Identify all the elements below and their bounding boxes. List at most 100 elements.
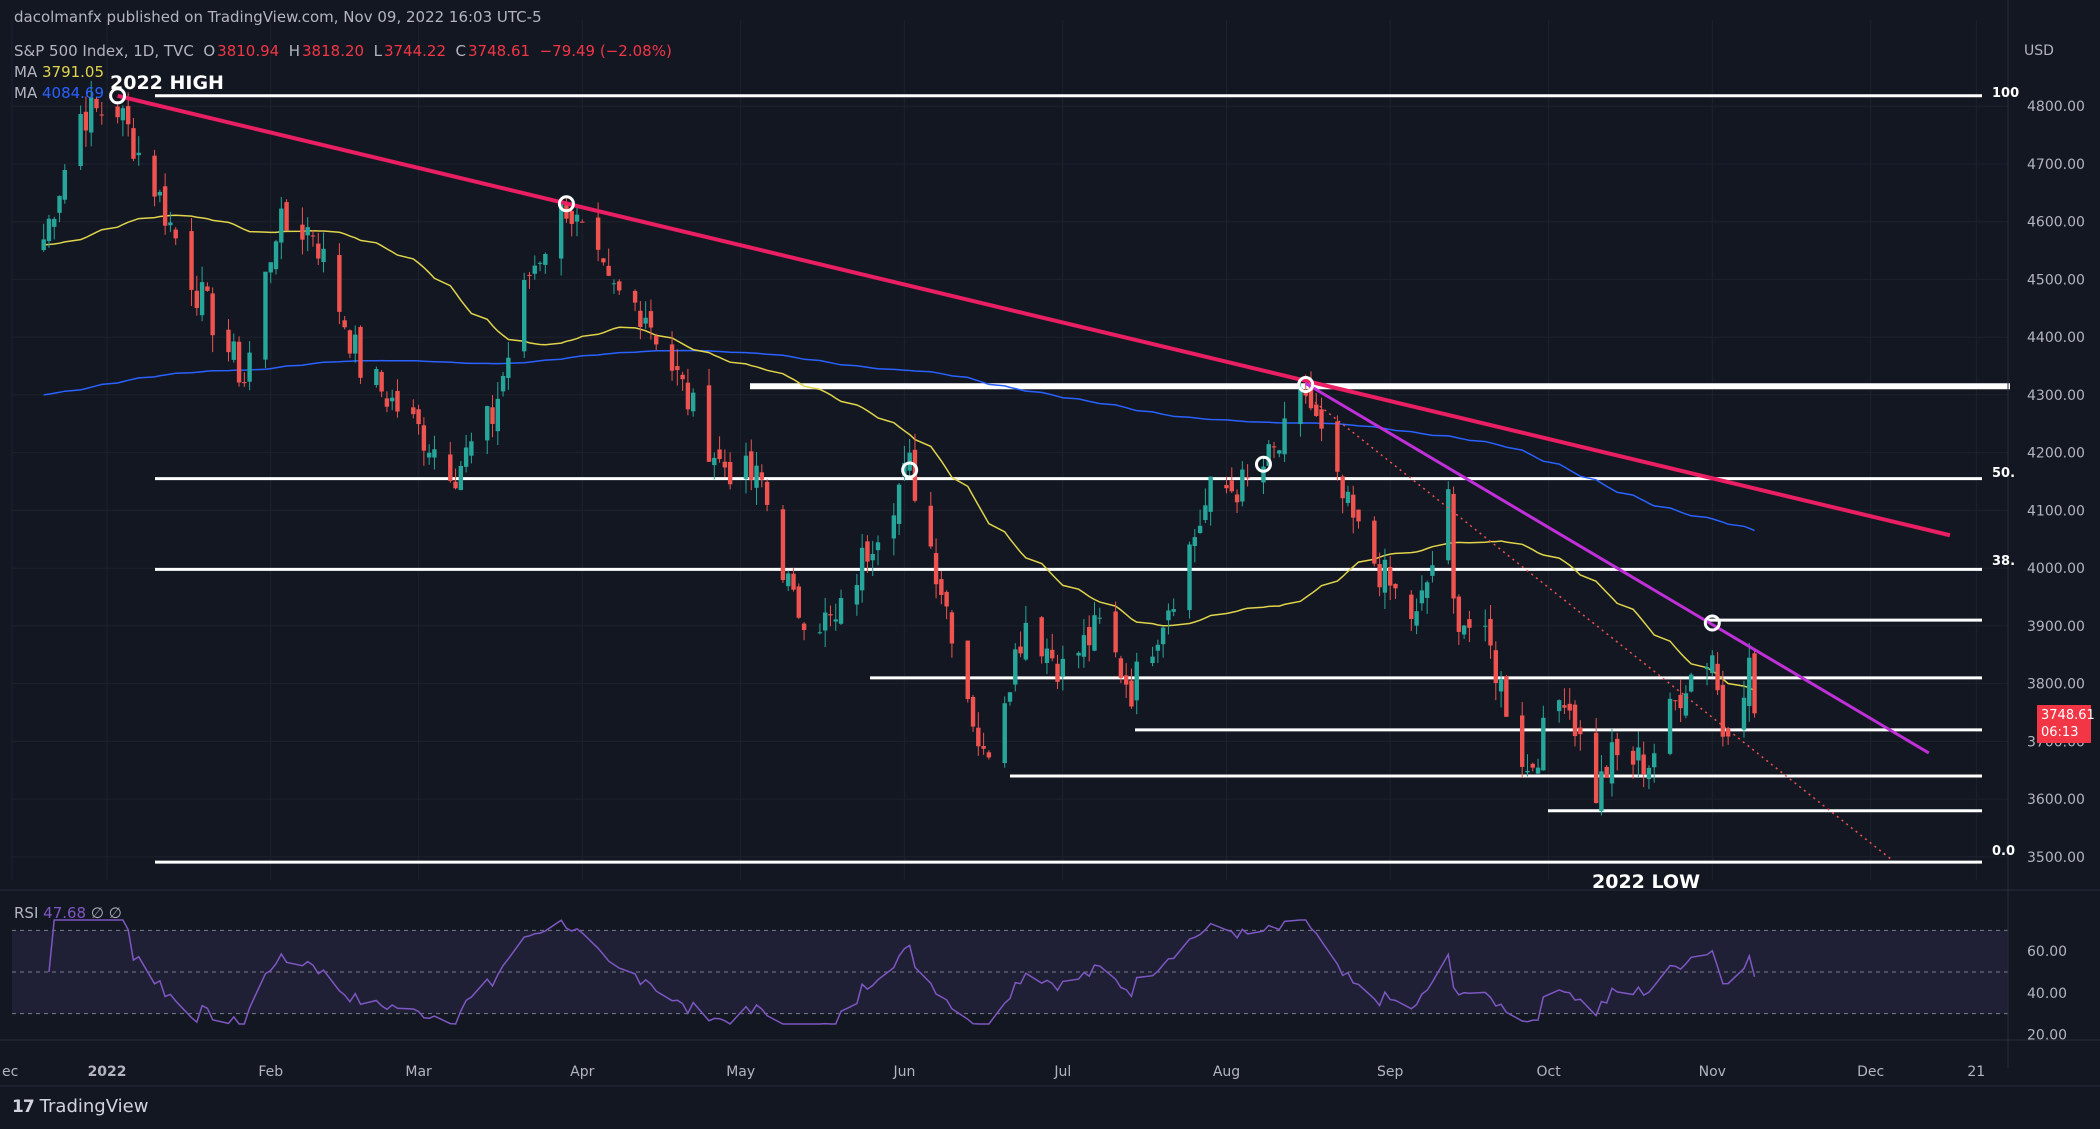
rsi-pane [12,919,2008,1025]
time-tick-label: Aug [1213,1064,1240,1080]
candle-body [976,727,981,747]
rsi-extra: ∅ ∅ [90,904,122,922]
open-value: 3810.94 [217,42,280,60]
candle-body [152,155,157,197]
candle-body [247,352,252,382]
candle-body [675,366,680,371]
candle-body [1303,391,1308,396]
candle-body [78,114,83,167]
ma1-legend[interactable]: MA 3791.05 [14,63,104,81]
candle-body [1446,489,1451,561]
candle-body [1155,644,1161,651]
candle-body [828,614,833,616]
candle-body [749,451,754,480]
close-value: 3748.61 [468,42,531,60]
candle-body [685,382,691,410]
pivot-markers [109,87,1721,632]
candle-body [727,462,733,485]
ma1-value: 3791.05 [41,63,105,81]
candle-body [384,398,390,407]
time-axis[interactable]: ec 2022 Feb Mar Apr May Jun Jul Aug Sep Oct Nov Dec 2… [0,1039,2100,1087]
candle-body [722,461,728,468]
candle-body [537,262,543,264]
close-label: C [455,42,467,60]
candle-body [300,224,305,240]
candle-body [168,222,173,226]
candle-body [1018,646,1023,654]
time-tick-label: Sep [1377,1064,1404,1080]
price-tick-label: 4400.00 [2027,330,2085,346]
candle-body [1419,590,1425,604]
candle-body [786,573,791,587]
candle-body [527,274,532,276]
price-tick-label: 4300.00 [2027,388,2085,404]
rsi-legend[interactable]: RSI 47.68 ∅ ∅ [14,904,122,922]
candle-body [506,357,511,378]
candle-body [199,282,205,316]
ma1-label: MA [14,63,38,81]
candle-body [1356,509,1361,522]
candle-body [1229,480,1234,492]
candle-body [353,334,358,354]
candle-body [1683,693,1689,716]
candle-body [654,335,659,345]
ma2-legend[interactable]: MA 4084.69 [14,84,104,102]
candle-body [1541,717,1546,771]
candle-body [194,290,200,309]
candle-body [754,465,759,488]
high-value: 3818.20 [302,42,365,60]
last-price-value: 3748.61 [2041,708,2095,723]
candle-body [617,281,622,291]
candle-body [532,265,537,274]
candle-body [854,585,860,605]
candle-body [337,255,342,312]
open-label: O [203,42,216,60]
candle-body [1636,747,1641,761]
candle-body [1382,559,1388,593]
candle-body [764,481,770,505]
tradingview-footer[interactable]: 17 TradingView [12,1096,148,1117]
price-tick-label: 4600.00 [2027,215,2085,231]
candle-body [833,619,838,622]
candle-body [1599,771,1604,812]
candle-body [131,128,136,159]
candle-body [543,254,548,265]
candle-body [1752,653,1757,714]
candle-body [395,390,400,412]
candle-body [1530,763,1535,768]
candle-body [1171,609,1176,612]
time-tick-label: Feb [258,1064,283,1080]
candle-body [1393,583,1398,589]
pivot-marker [109,87,127,105]
rsi-value: 47.68 [43,904,87,922]
candle-body [490,407,495,424]
fib-label-50: 50. [1992,466,2015,481]
pivot-marker [1297,376,1315,394]
ma-fast-path [43,214,1755,692]
candle-body [1456,596,1462,632]
candle-body [1535,767,1541,774]
candle-body [374,369,379,386]
candle-body [1308,387,1314,409]
time-tick-label: Apr [570,1064,594,1080]
candle-body [284,202,289,231]
candle-body [580,221,585,223]
candle-body [316,243,321,259]
time-tick-label: Oct [1536,1064,1561,1080]
main-downtrend-line [117,93,1951,538]
time-tick-label: ec [2,1064,18,1080]
candle-body [1720,684,1726,737]
publisher-text: dacolmanfx published on TradingView.com,… [14,8,542,26]
ohlc-line: S&P 500 Index, 1D, TVC O 3810.94 H 3818.20… [14,42,672,60]
time-tick-label: May [726,1064,755,1080]
candle-body [1673,700,1678,702]
candle-body [83,111,89,131]
candle-body [1044,648,1050,663]
candle-body [242,382,247,384]
candle-body [569,210,574,224]
pivot-marker [1703,614,1721,632]
candle-body [1652,753,1657,768]
candle-body [1245,477,1250,479]
price-tick-label: 3800.00 [2027,677,2085,693]
